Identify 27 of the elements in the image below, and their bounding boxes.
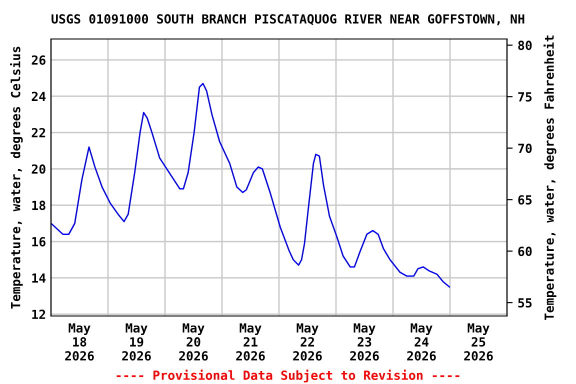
y2-tick-label: 75: [518, 92, 532, 102]
y2-tick-label: 65: [518, 195, 532, 205]
y-tick-label: 22: [32, 128, 46, 138]
chart-title: USGS 01091000 SOUTH BRANCH PISCATAQUOG RIVER NEAR GOFFSTOWN, NH: [52, 14, 524, 26]
y2-tick-label: 80: [518, 40, 532, 50]
x-tick-label: May 25 2026: [464, 323, 493, 361]
y2-axis-title: Temperature, water, degrees Fahrenheit: [544, 35, 556, 320]
y2-tick-label: 60: [518, 246, 532, 256]
y2-tick-label: 70: [518, 144, 532, 154]
y-tick-label: 18: [32, 200, 46, 210]
line-series: [51, 82, 450, 288]
text: ---- Provisional Data Subject to Revision ----: [116, 370, 460, 382]
y-tick-label: 12: [32, 310, 46, 319]
x-tick-label: May 23 2026: [350, 323, 379, 361]
x-tick-label: May 24 2026: [407, 323, 436, 361]
x-tick-label: May 19 2026: [122, 323, 151, 361]
x-tick-label: May 22 2026: [293, 323, 322, 361]
y-tick-label: 20: [32, 164, 46, 174]
y-tick-label: 14: [32, 273, 46, 283]
y-tick-label: 24: [32, 92, 46, 101]
x-tick-label: May 18 2026: [65, 323, 94, 361]
x-tick-label: May 20 2026: [179, 323, 208, 361]
y-axis-title: Temperature, water, degrees Celsius: [10, 46, 23, 309]
x-tick-label: May 21 2026: [236, 323, 265, 361]
y-tick-label: 16: [32, 237, 46, 246]
y2-tick-label: 55: [518, 298, 532, 308]
y-tick-label: 26: [32, 55, 46, 65]
